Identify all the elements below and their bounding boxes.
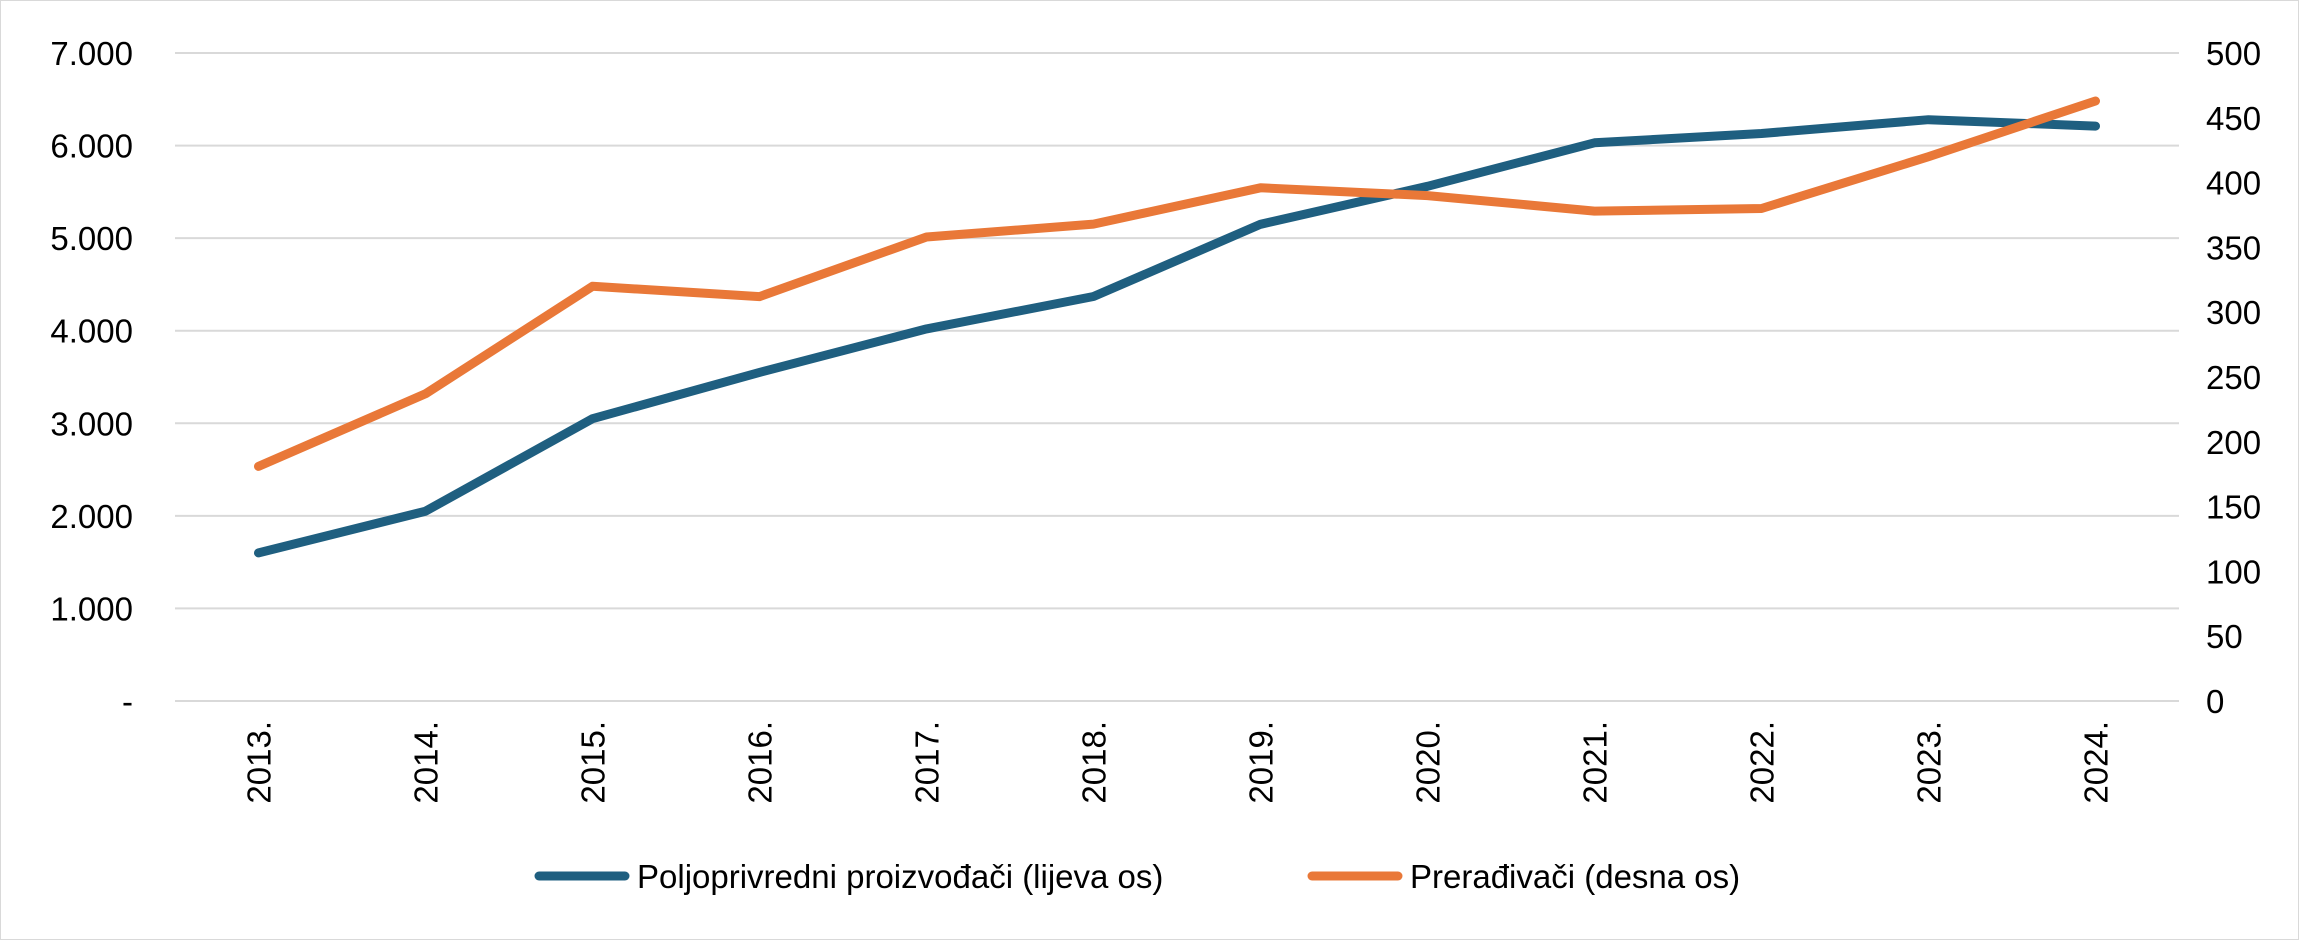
- x-axis-tick-label: 2014.: [408, 721, 445, 804]
- left-axis-tick-labels: - 1.000 2.000 3.000 4.000 5.000 6.000 7.000: [50, 35, 133, 720]
- series-lines: [258, 101, 2095, 553]
- right-axis-tick-label: 150: [2206, 489, 2261, 526]
- x-axis-tick-labels: 2013. 2014. 2015. 2016. 2017. 2018. 2019. 2020.…: [241, 721, 2115, 804]
- series-line-1: [259, 120, 2096, 553]
- right-axis-tick-label: 50: [2206, 618, 2243, 655]
- legend-label: Poljoprivredni proizvođači (lijeva os): [637, 858, 1163, 895]
- right-axis-tick-label: 300: [2206, 294, 2261, 331]
- right-axis-tick-label: 500: [2206, 35, 2261, 72]
- x-axis-tick-label: 2015.: [575, 721, 612, 804]
- x-axis-tick-label: 2018.: [1076, 721, 1113, 804]
- right-axis-tick-label: 100: [2206, 553, 2261, 590]
- series-line-2: [259, 101, 2096, 466]
- left-axis-tick-label: 5.000: [50, 220, 133, 257]
- x-axis-tick-label: 2017.: [909, 721, 946, 804]
- x-axis-tick-label: 2016.: [742, 721, 779, 804]
- right-axis-tick-label: 450: [2206, 100, 2261, 137]
- x-axis-tick-label: 2013.: [241, 721, 278, 804]
- gridlines: [175, 53, 2179, 701]
- right-axis-tick-label: 0: [2206, 683, 2224, 720]
- x-axis-tick-label: 2019.: [1243, 721, 1280, 804]
- right-axis-tick-labels: 0 50 100 150 200 250 300 350 400 450 500: [2206, 35, 2261, 720]
- x-axis-tick-label: 2022.: [1744, 721, 1781, 804]
- legend: Poljoprivredni proizvođači (lijeva os) Pr…: [539, 858, 1740, 895]
- right-axis-tick-label: 400: [2206, 165, 2261, 202]
- right-axis-tick-label: 350: [2206, 229, 2261, 266]
- x-axis-tick-label: 2023.: [1911, 721, 1948, 804]
- right-axis-tick-label: 250: [2206, 359, 2261, 396]
- left-axis-tick-label: 2.000: [50, 498, 133, 535]
- left-axis-tick-label: -: [122, 683, 133, 720]
- left-axis-tick-label: 7.000: [50, 35, 133, 72]
- left-axis-tick-label: 6.000: [50, 128, 133, 165]
- legend-label: Prerađivači (desna os): [1410, 858, 1740, 895]
- x-axis-tick-label: 2021.: [1577, 721, 1614, 804]
- left-axis-tick-label: 4.000: [50, 313, 133, 350]
- x-axis-tick-label: 2020.: [1410, 721, 1447, 804]
- left-axis-tick-label: 1.000: [50, 590, 133, 627]
- right-axis-tick-label: 200: [2206, 424, 2261, 461]
- x-axis-tick-label: 2024.: [2078, 721, 2115, 804]
- left-axis-tick-label: 3.000: [50, 405, 133, 442]
